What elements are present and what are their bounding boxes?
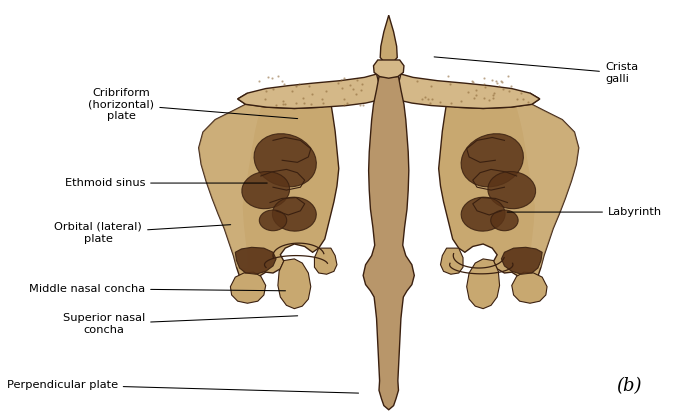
Polygon shape — [374, 60, 404, 78]
Polygon shape — [467, 259, 500, 309]
Ellipse shape — [260, 210, 287, 231]
Text: (b): (b) — [617, 377, 642, 395]
Text: Superior nasal
concha: Superior nasal concha — [63, 313, 298, 335]
Polygon shape — [501, 247, 542, 274]
Polygon shape — [199, 93, 339, 296]
Polygon shape — [380, 15, 397, 62]
Text: Orbital (lateral)
plate: Orbital (lateral) plate — [54, 222, 230, 244]
Text: Crista
galli: Crista galli — [434, 57, 638, 84]
Polygon shape — [363, 76, 414, 410]
Ellipse shape — [242, 171, 290, 209]
Ellipse shape — [488, 171, 536, 209]
Polygon shape — [512, 272, 547, 303]
Text: Labyrinth: Labyrinth — [507, 207, 662, 217]
Ellipse shape — [272, 197, 316, 231]
Ellipse shape — [461, 197, 505, 231]
Ellipse shape — [461, 134, 523, 187]
Polygon shape — [199, 104, 261, 268]
Ellipse shape — [254, 134, 317, 187]
Polygon shape — [438, 93, 579, 296]
Ellipse shape — [491, 210, 518, 231]
Polygon shape — [235, 247, 276, 274]
Text: Ethmoid sinus: Ethmoid sinus — [65, 178, 267, 188]
Text: Middle nasal concha: Middle nasal concha — [29, 284, 285, 294]
Polygon shape — [278, 259, 311, 309]
Text: Cribriform
(horizontal)
plate: Cribriform (horizontal) plate — [88, 88, 298, 121]
Polygon shape — [441, 248, 463, 274]
Polygon shape — [238, 74, 379, 108]
Polygon shape — [398, 74, 540, 108]
Polygon shape — [516, 104, 579, 268]
Polygon shape — [230, 272, 266, 303]
Text: Perpendicular plate: Perpendicular plate — [6, 380, 358, 393]
Polygon shape — [315, 248, 337, 274]
